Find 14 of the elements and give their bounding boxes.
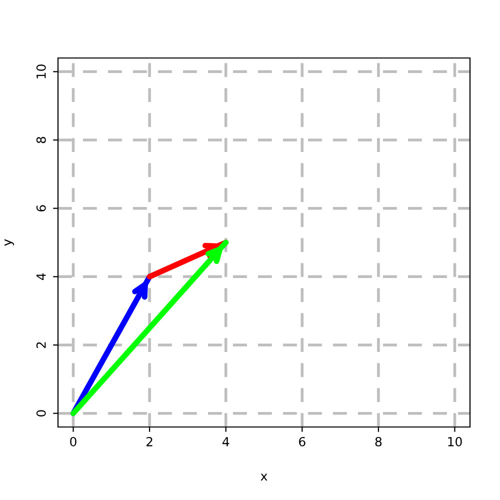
y-tick-label: 0 — [36, 410, 46, 416]
y-tick-label: 2 — [36, 342, 46, 348]
y-tick-label: 4 — [36, 273, 46, 280]
x-tick-label: 0 — [70, 436, 76, 446]
x-axis-title: x — [260, 474, 268, 481]
x-tick-label: 8 — [375, 436, 382, 446]
x-tick-label: 10 — [448, 436, 462, 446]
x-tick-label: 2 — [146, 436, 152, 446]
y-tick-label: 8 — [36, 136, 46, 144]
x-tick-label: 6 — [299, 436, 306, 446]
y-tick-label: 6 — [36, 205, 46, 212]
x-tick-label: 4 — [222, 437, 230, 446]
y-tick-label: 10 — [36, 64, 46, 78]
y-axis-title: y — [4, 239, 14, 246]
